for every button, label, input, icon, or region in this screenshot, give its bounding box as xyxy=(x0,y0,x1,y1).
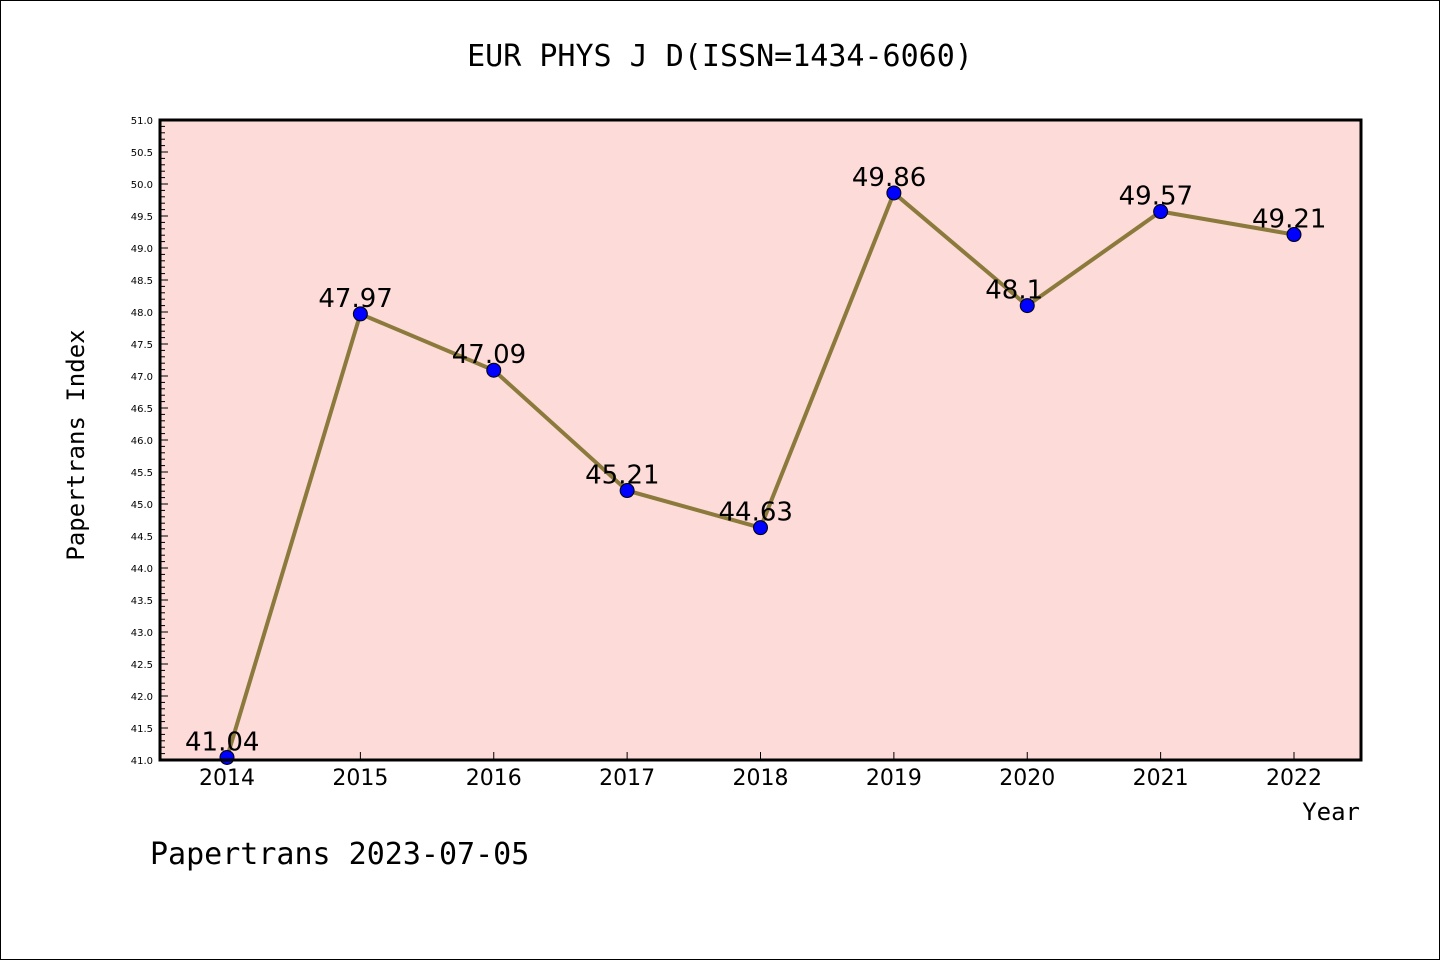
y-axis-ticks: 41.0 41.5 42.0 42.5 43.0 43.5 44.0 44.5 45.0 45.5… xyxy=(131,116,168,767)
footer-text: Papertrans 2023-07-05 xyxy=(150,837,529,872)
y-tick-label: 50.0 xyxy=(131,180,153,191)
data-point xyxy=(619,483,635,499)
x-tick-label: 2020 xyxy=(999,766,1055,791)
chart-title: EUR PHYS J D(ISSN=1434-6060) xyxy=(467,39,973,74)
data-point xyxy=(1286,227,1302,243)
y-tick-label: 42.5 xyxy=(131,660,153,671)
data-point xyxy=(886,185,902,201)
x-tick-label: 2016 xyxy=(466,766,522,791)
y-tick-label: 45.5 xyxy=(131,468,153,479)
data-point xyxy=(486,362,502,378)
data-label: 47.09 xyxy=(452,340,526,370)
x-tick-label: 2021 xyxy=(1133,766,1189,791)
y-tick-label: 48.0 xyxy=(131,308,153,319)
data-point xyxy=(1019,298,1035,314)
plot-area xyxy=(160,120,1361,760)
x-axis-ticks: 2014 2015 2016 2017 2018 2019 2020 2021 2022 xyxy=(199,752,1322,791)
data-point xyxy=(1153,204,1169,220)
data-label: 45.21 xyxy=(585,461,659,491)
data-label: 44.63 xyxy=(719,498,793,528)
y-tick-label: 51.0 xyxy=(131,116,153,127)
y-tick-label: 41.0 xyxy=(131,756,153,767)
x-tick-label: 2022 xyxy=(1266,766,1322,791)
y-tick-label: 43.0 xyxy=(131,628,153,639)
y-tick-label: 46.5 xyxy=(131,404,153,415)
x-tick-label: 2019 xyxy=(866,766,922,791)
y-tick-label: 50.5 xyxy=(131,148,153,159)
data-label: 41.04 xyxy=(185,727,259,757)
x-tick-label: 2018 xyxy=(733,766,789,791)
y-tick-label: 48.5 xyxy=(131,276,153,287)
data-label: 49.21 xyxy=(1252,205,1326,235)
data-label: 48.1 xyxy=(985,276,1043,306)
y-tick-label: 42.0 xyxy=(131,692,153,703)
x-axis-label: Year xyxy=(1302,798,1360,826)
x-tick-label: 2017 xyxy=(599,766,655,791)
y-axis-label: Papertrans Index xyxy=(62,329,90,560)
y-tick-label: 43.5 xyxy=(131,596,153,607)
y-tick-label: 44.0 xyxy=(131,564,153,575)
data-label: 49.57 xyxy=(1119,182,1193,212)
series-group: 41.04 47.97 47.09 45.21 44.63 49.86 48.1 49.57 4… xyxy=(185,163,1326,765)
y-tick-label: 46.0 xyxy=(131,436,153,447)
x-tick-label: 2015 xyxy=(332,766,388,791)
data-point xyxy=(753,520,768,536)
plot-border xyxy=(158,118,1363,762)
x-tick-label: 2014 xyxy=(199,766,255,791)
y-tick-label: 47.5 xyxy=(131,340,153,351)
data-point xyxy=(352,306,368,322)
y-tick-label: 49.0 xyxy=(131,244,153,255)
data-label: 47.97 xyxy=(318,284,392,314)
y-tick-label: 41.5 xyxy=(131,724,153,735)
y-tick-label: 49.5 xyxy=(131,212,153,223)
y-tick-label: 47.0 xyxy=(131,372,153,383)
data-label: 49.86 xyxy=(852,163,926,193)
y-tick-label: 45.0 xyxy=(131,500,153,511)
y-tick-label: 44.5 xyxy=(131,532,153,543)
